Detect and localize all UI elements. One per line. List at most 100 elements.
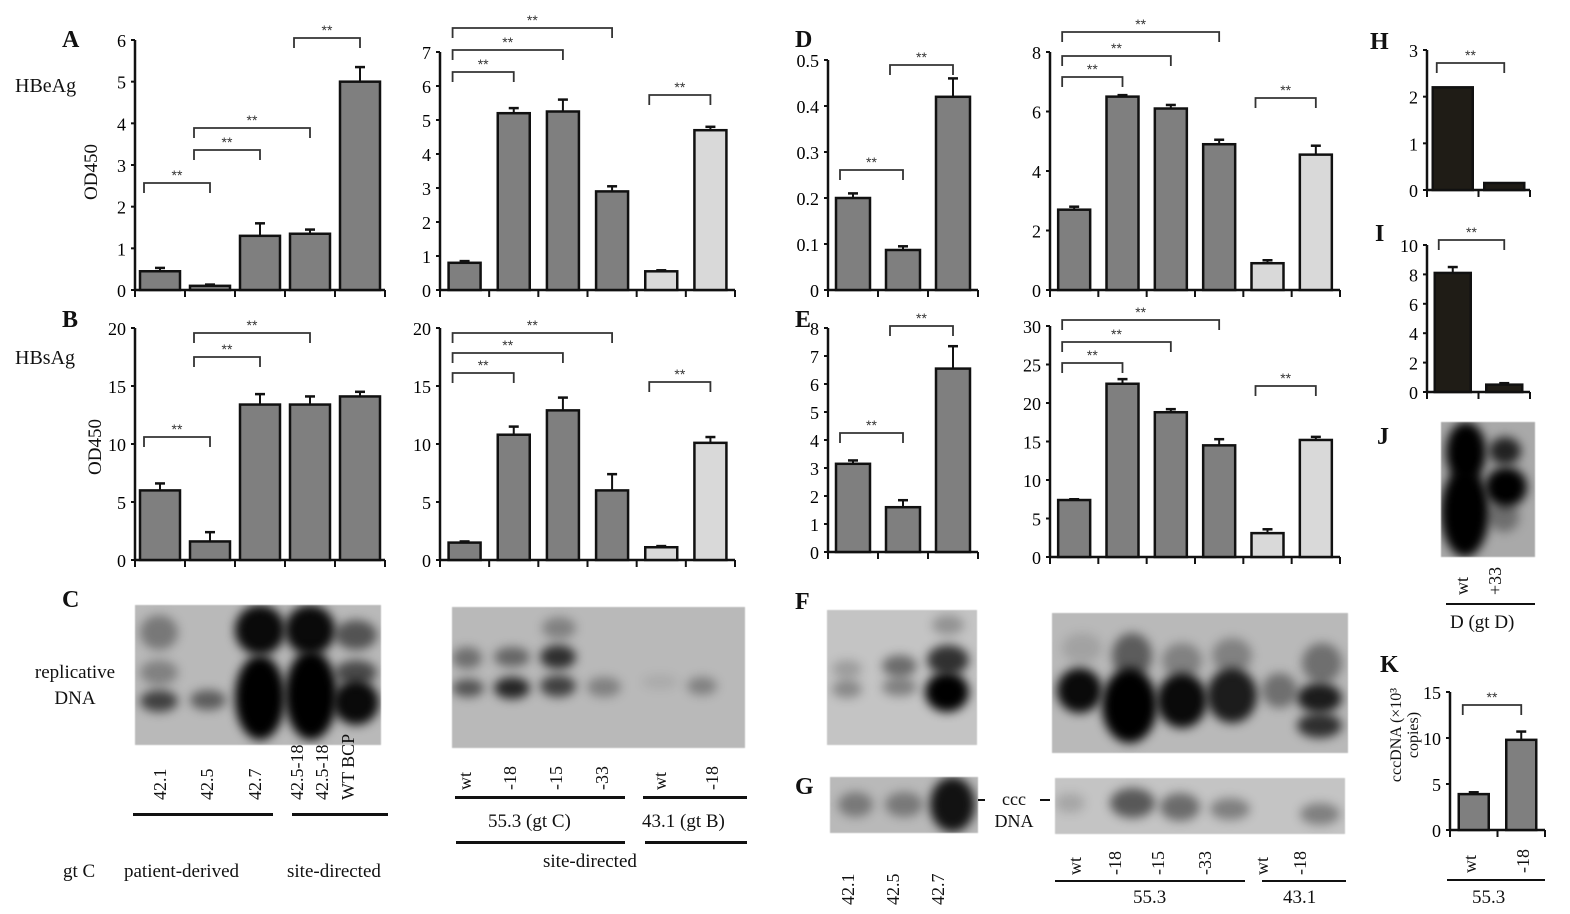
blot-band bbox=[1302, 643, 1342, 683]
y-tick-label: 2 bbox=[1409, 354, 1418, 374]
panel-letter-c: C bbox=[62, 587, 80, 613]
bar bbox=[1431, 86, 1474, 192]
hbsag-label: HBsAg bbox=[15, 347, 76, 369]
southern-blot-c-right bbox=[452, 607, 745, 748]
group-underline bbox=[1262, 880, 1346, 882]
panel-letter-k: K bbox=[1380, 652, 1399, 678]
blot-band bbox=[235, 605, 285, 655]
bar bbox=[1483, 181, 1526, 192]
blot-band bbox=[452, 679, 484, 697]
bar bbox=[1485, 383, 1524, 394]
significance-bracket bbox=[1435, 62, 1506, 73]
significance-label: ** bbox=[247, 317, 258, 333]
bar bbox=[545, 110, 581, 292]
bar bbox=[1105, 95, 1140, 292]
y-tick-label: 5 bbox=[1432, 775, 1441, 795]
od450-ylabel-b: OD450 bbox=[85, 419, 106, 475]
y-tick-label: 8 bbox=[1032, 43, 1041, 63]
y-tick-label: 0 bbox=[1432, 821, 1441, 841]
y-tick-label: 0.2 bbox=[797, 189, 820, 209]
lane-label: -18 bbox=[1290, 851, 1310, 875]
ccc-dna-marker-right bbox=[1040, 799, 1050, 801]
bar bbox=[238, 234, 282, 292]
blot-band bbox=[1297, 713, 1342, 738]
significance-bracket bbox=[1461, 704, 1523, 715]
bar bbox=[338, 80, 382, 292]
significance-bracket bbox=[451, 27, 613, 38]
replicative-dna-label: replicative DNA bbox=[34, 662, 116, 709]
blot-band bbox=[832, 660, 862, 678]
y-tick-label: 1 bbox=[1409, 134, 1418, 154]
blot-band bbox=[1262, 673, 1297, 708]
significance-bracket bbox=[1061, 341, 1172, 352]
y-tick-label: 5 bbox=[117, 493, 126, 513]
bar bbox=[496, 433, 531, 562]
significance-label: ** bbox=[502, 34, 513, 50]
lane-label: 42.5-18 bbox=[287, 744, 307, 801]
significance-label: ** bbox=[866, 417, 877, 433]
significance-bracket bbox=[193, 149, 261, 160]
significance-bracket bbox=[648, 381, 712, 392]
y-tick-label: 4 bbox=[117, 114, 126, 134]
ccc-dna-marker-left bbox=[978, 799, 985, 801]
y-tick-label: 15 bbox=[1023, 433, 1041, 453]
significance-bracket bbox=[193, 332, 311, 343]
blot-band bbox=[882, 655, 917, 677]
panel-letter-e: E bbox=[795, 307, 812, 333]
significance-label: ** bbox=[674, 366, 685, 382]
significance-label: ** bbox=[1465, 47, 1476, 63]
y-tick-label: 20 bbox=[413, 319, 431, 339]
bar bbox=[693, 128, 728, 292]
group-underline bbox=[1055, 880, 1245, 882]
group-underline bbox=[645, 841, 747, 844]
y-tick-label: 5 bbox=[117, 73, 126, 93]
lane-label: 42.7 bbox=[928, 873, 948, 906]
bar bbox=[884, 248, 922, 292]
bar bbox=[1250, 531, 1285, 559]
bar bbox=[934, 367, 972, 554]
blot-band bbox=[140, 660, 178, 685]
panel-letter-b: B bbox=[62, 307, 79, 333]
blot-band bbox=[927, 645, 969, 675]
y-tick-label: 0.4 bbox=[797, 97, 820, 117]
y-tick-label: 6 bbox=[810, 375, 819, 395]
blot-band bbox=[285, 605, 335, 655]
y-tick-label: 5 bbox=[422, 111, 431, 131]
bar bbox=[1505, 738, 1538, 832]
significance-label: ** bbox=[322, 22, 333, 38]
bar bbox=[693, 441, 728, 562]
lane-label: wt bbox=[1065, 857, 1085, 875]
blot-band bbox=[140, 690, 178, 712]
significance-label: ** bbox=[916, 49, 927, 65]
lane-label: 42.1 bbox=[838, 873, 858, 906]
blot-band bbox=[1489, 502, 1519, 532]
lane-label: wt bbox=[1252, 857, 1272, 875]
y-tick-label: 10 bbox=[1400, 236, 1418, 256]
bar bbox=[1298, 438, 1334, 559]
y-tick-label: 5 bbox=[810, 403, 819, 423]
y-tick-label: 3 bbox=[422, 179, 431, 199]
bar bbox=[834, 196, 872, 292]
y-tick-label: 3 bbox=[117, 156, 126, 176]
y-tick-label: 30 bbox=[1023, 317, 1041, 337]
bar bbox=[644, 545, 679, 562]
significance-bracket bbox=[451, 71, 515, 82]
y-tick-label: 10 bbox=[413, 435, 431, 455]
blot-band bbox=[494, 647, 530, 667]
blot-band bbox=[838, 792, 873, 817]
significance-bracket bbox=[1061, 31, 1221, 42]
significance-bracket bbox=[889, 325, 954, 336]
g-group-431-label: 43.1 bbox=[1283, 887, 1317, 908]
lane-label: WT BCP bbox=[338, 733, 358, 800]
significance-label: ** bbox=[172, 167, 183, 183]
od450-ylabel-a: OD450 bbox=[81, 144, 102, 200]
bar bbox=[188, 540, 232, 562]
bar bbox=[1153, 107, 1189, 292]
bar bbox=[1105, 382, 1140, 559]
panel-letter-f: F bbox=[795, 589, 810, 615]
significance-label: ** bbox=[1135, 16, 1146, 32]
group-underline bbox=[456, 841, 625, 844]
group-underline bbox=[643, 796, 747, 799]
bar bbox=[447, 261, 482, 292]
lane-label: 42.5 bbox=[197, 768, 217, 801]
